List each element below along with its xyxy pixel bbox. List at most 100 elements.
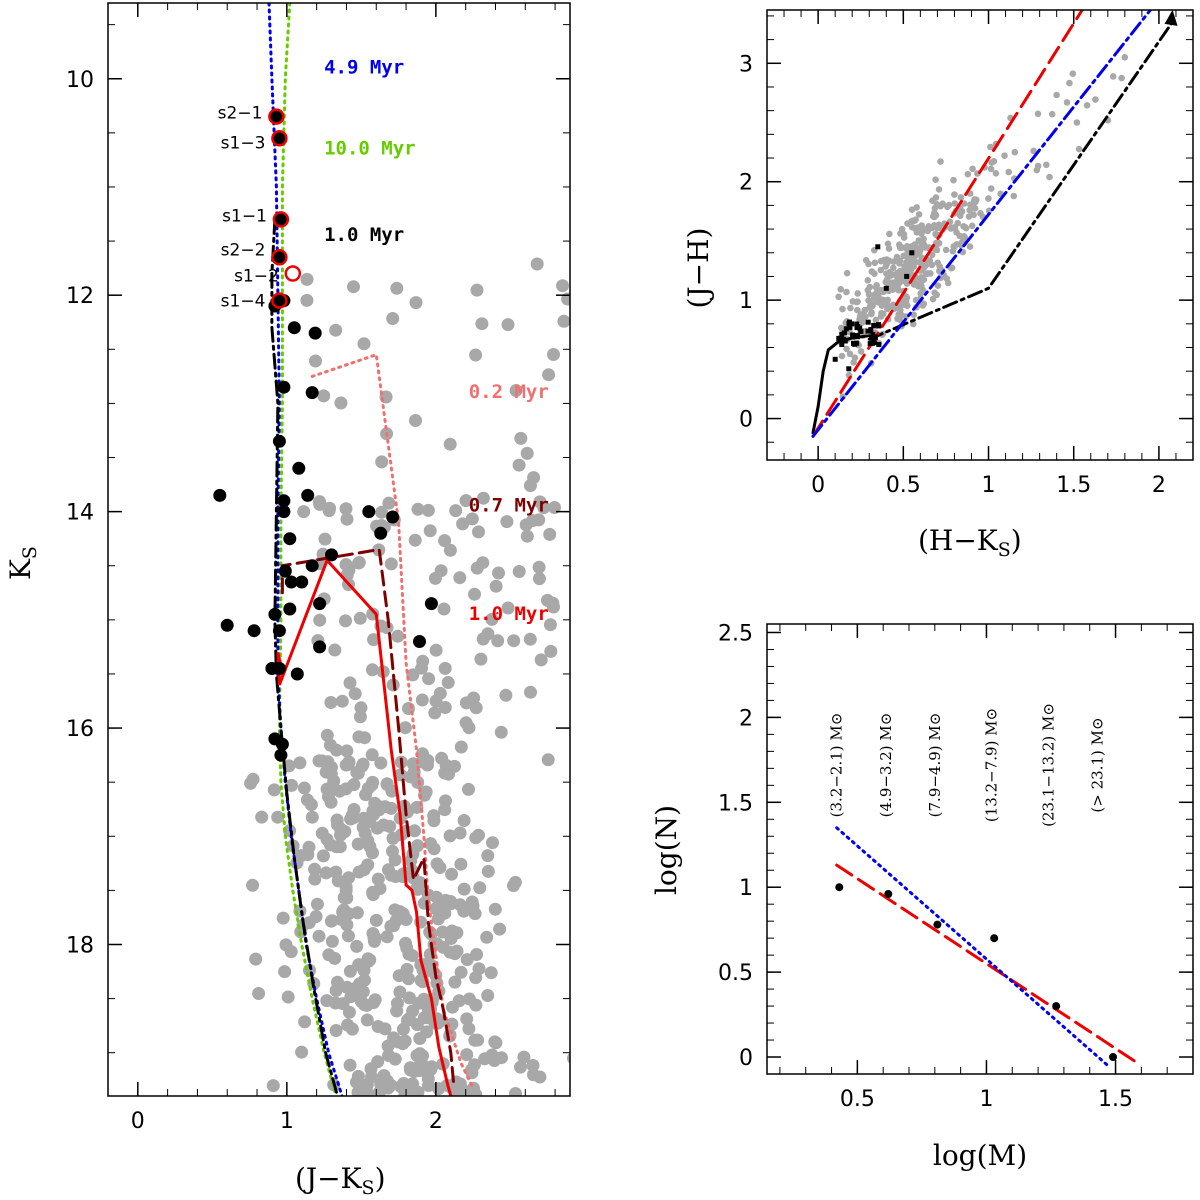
ccd-field-star [920,235,927,243]
ccd-field-star [864,277,872,284]
ccd-field-star [933,246,941,254]
cmd-field-star [374,756,388,770]
cmd-field-star [523,479,537,493]
ccd-ytick-label: 3 [739,52,753,77]
ccd-field-star [854,298,861,306]
ccd-member-star [846,366,852,372]
cmd-member-star [301,488,315,502]
cmd-x-label: (J−KS) [295,1162,386,1199]
cmd-field-star [367,934,381,948]
ccd-ctts-locus [867,20,1175,341]
ccd-field-star [1053,91,1060,99]
cmd-field-star [438,534,452,548]
mf-point [884,890,893,898]
ccd-field-star [838,324,845,332]
cmd-field-star [444,932,458,945]
cmd-field-star [520,529,534,543]
cmd-field-star [308,872,322,886]
cmd-field-star [380,930,394,944]
cmd-member-star [277,494,291,508]
ccd-field-star [987,185,995,192]
cmd-member-star [272,131,286,145]
mf-bin-label: (7.9−4.9) M⊙ [926,713,944,818]
cmd-field-star [408,533,422,547]
cmd-field-star [365,748,379,762]
cmd-member-star [308,326,322,340]
cmd-field-star [411,775,425,789]
cmd-field-star [456,517,470,531]
cmd-member-star [213,488,227,502]
ccd-field-star [902,297,910,305]
ccd-field-star [992,170,1000,177]
cmd-field-star [532,560,546,574]
cmd-field-star [459,696,473,710]
cmd-field-star [309,354,322,368]
cmd-field-star [413,1032,427,1045]
ccd-field-star [951,200,959,207]
mf-y-label: log(N) [650,805,683,895]
ccd-field-star [956,232,964,240]
mf-points [835,883,1117,1061]
cmd-field-star [352,730,366,744]
ccd-field-star [854,306,861,314]
mf-ytick-label: 2 [739,706,753,731]
cmd-field-star [409,296,423,310]
cmd-field-star [328,643,342,657]
cmd-field-star [429,694,443,708]
cmd-field-star [556,279,569,293]
mf-bin-label: (3.2−2.1) M⊙ [828,713,846,818]
ccd-field-star [871,259,879,267]
cmd-member-star [290,667,304,681]
cmd-field-star [542,368,556,382]
cmd-field-star [313,613,327,627]
mf-linear-fit [835,863,1138,1064]
cmd-member-star [272,434,286,448]
cmd-member-star [277,505,291,519]
ccd-field-star [1063,99,1071,106]
cmd-field-star [422,1061,436,1075]
cmd-field-star [415,755,429,769]
cmd-field-star [370,821,384,835]
cmd-field-star [453,571,467,585]
ccd-field-star [960,223,967,230]
cmd-field-star [300,293,314,307]
cmd-member-star [305,386,319,400]
cmd-field-star [339,782,353,796]
ccd-member-star [871,340,877,346]
cmd-field-star [486,836,499,850]
cmd-field-star [329,323,343,337]
cmd-field-star [543,527,557,541]
ccd-field-star [868,310,875,318]
cmd-field-star [381,1081,395,1095]
mf-point [1052,1002,1061,1011]
cmd-field-star [567,1052,570,1064]
cmd-field-star [487,1054,501,1067]
cmd-source-ring [268,108,285,125]
cmd-field-star [424,837,438,851]
ccd-field-star [896,279,903,287]
ccd-field-star [1121,54,1129,61]
ccd-field-star [1043,161,1050,169]
mf-fits [835,826,1138,1067]
cmd-field-star [470,561,484,575]
cmd-field-star [520,446,534,460]
cmd-field-star [371,1055,385,1069]
cmd-field-star [402,991,416,1005]
cmd-field-star [415,693,429,707]
cmd-field-star [472,828,485,842]
mf-ytick-label: 0.5 [718,961,753,986]
cmd-1-0-myr-isochrone [270,217,339,1096]
ccd-member-star [846,321,852,327]
cmd-age-label: 0.7 Myr [469,495,549,517]
cmd-field-star [361,952,375,966]
cmd-field-star [473,881,487,895]
ccd-field-star [882,263,889,270]
cmd-field-star [514,431,528,445]
cmd-field-star [523,632,537,646]
cmd-field-star [533,495,547,509]
cmd-field-star [507,879,520,893]
cmd-field-star [387,1031,401,1045]
ccd-y-label: (J−H) [682,228,715,309]
cmd-field-star [367,996,381,1009]
ccd-field-star [898,225,906,233]
